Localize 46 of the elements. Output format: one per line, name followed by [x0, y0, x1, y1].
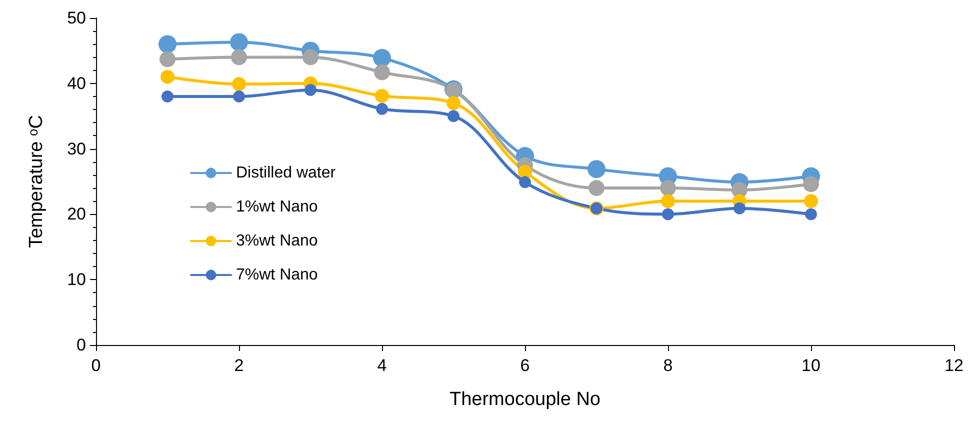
point — [588, 180, 604, 196]
x-tick-label: 6 — [520, 356, 530, 375]
point — [302, 49, 318, 66]
point — [376, 102, 388, 115]
point — [448, 110, 460, 122]
x-tick-label: 4 — [377, 356, 387, 375]
point — [158, 35, 176, 54]
point — [804, 194, 818, 208]
legend-label: 3%wt Nano — [236, 232, 318, 250]
point — [805, 208, 817, 220]
point — [160, 51, 176, 68]
y-tick-label: 10 — [67, 270, 86, 290]
legend-label: 7%wt Nano — [236, 266, 318, 284]
point — [233, 90, 245, 102]
point — [588, 160, 606, 178]
point — [519, 176, 531, 188]
point — [162, 90, 174, 102]
x-tick-label: 0 — [91, 356, 101, 375]
y-axis-title: Temperature ᵒC — [26, 115, 47, 248]
point — [518, 164, 532, 179]
legend-label: 1%wt Nano — [236, 198, 318, 216]
legend-label: Distilled water — [236, 164, 336, 182]
point — [373, 48, 391, 67]
point — [661, 194, 675, 208]
x-tick-label: 8 — [663, 356, 673, 375]
point — [231, 49, 247, 66]
point — [734, 202, 746, 214]
point — [374, 64, 390, 80]
point — [160, 70, 174, 84]
point — [304, 84, 316, 96]
point — [660, 180, 676, 196]
y-tick-label: 30 — [67, 139, 86, 158]
y-tick-label: 40 — [67, 74, 86, 93]
point — [230, 33, 248, 52]
x-tick-label: 12 — [944, 356, 964, 375]
point — [662, 208, 674, 220]
point — [375, 88, 389, 103]
y-tick-label: 20 — [67, 204, 86, 224]
y-tick-label: 0 — [76, 336, 86, 354]
x-tick-label: 10 — [802, 356, 820, 375]
point — [803, 176, 819, 192]
x-axis-title: Thermocouple No — [449, 389, 601, 410]
point — [446, 96, 460, 110]
point — [232, 77, 246, 92]
y-tick-label: 50 — [67, 8, 86, 28]
x-tick-label: 2 — [234, 356, 244, 375]
